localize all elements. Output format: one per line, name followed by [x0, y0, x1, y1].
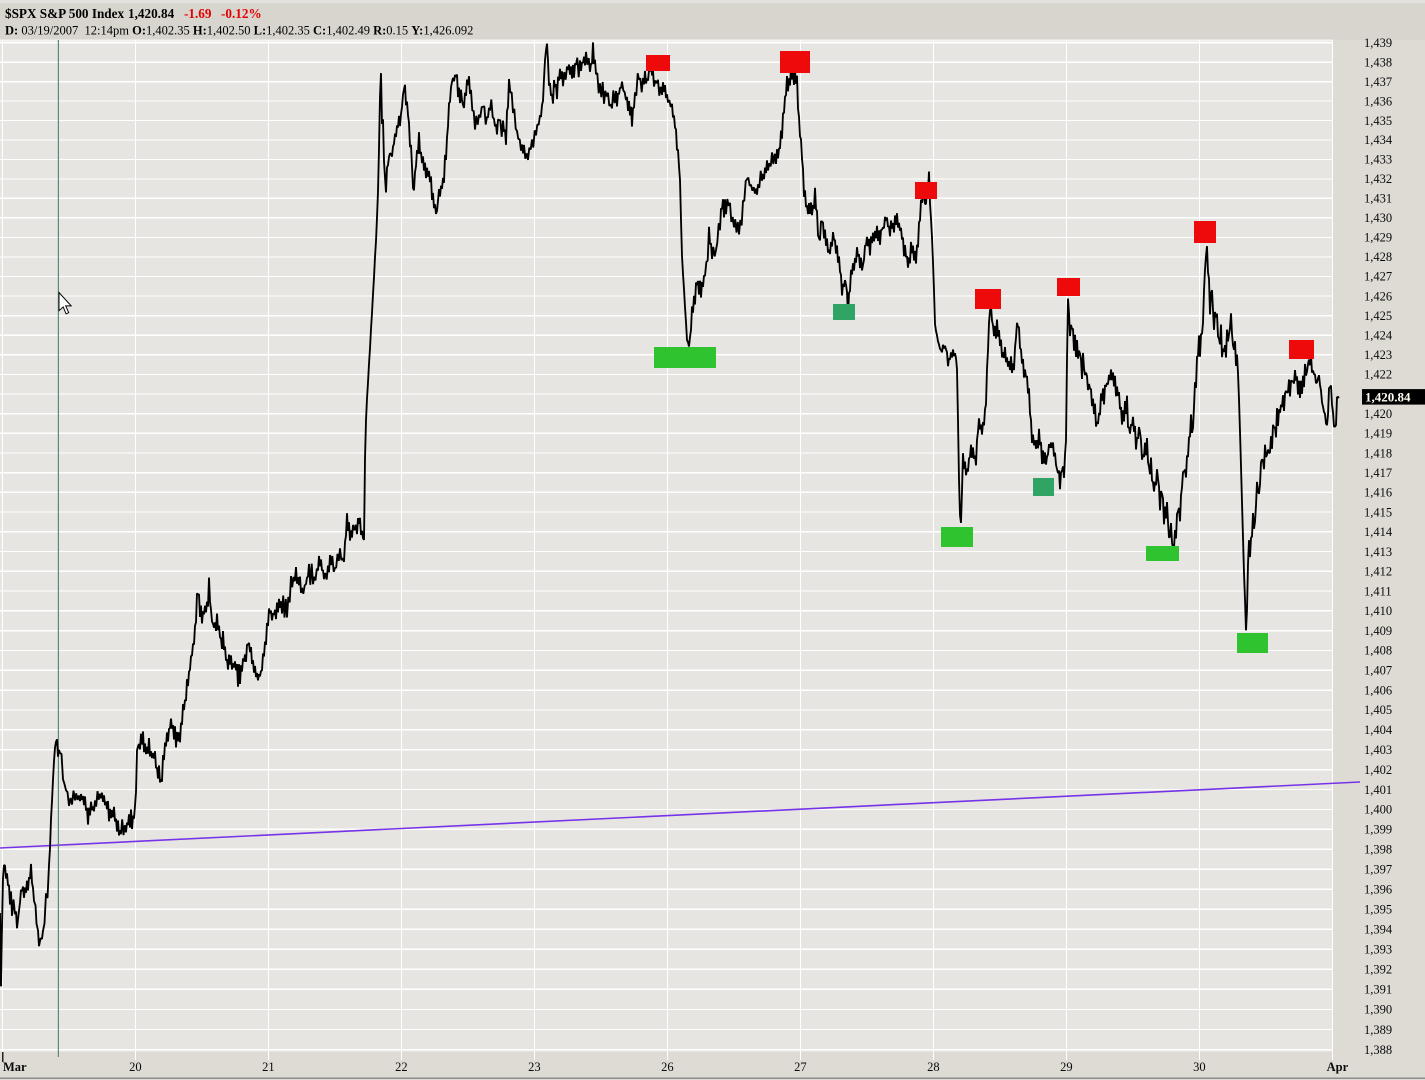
- svg-text:1,422: 1,422: [1364, 368, 1392, 382]
- svg-text:$SPX S&P 500 Index: $SPX S&P 500 Index: [5, 6, 124, 21]
- svg-text:1,416: 1,416: [1364, 486, 1392, 500]
- svg-text:1,420.84: 1,420.84: [1365, 390, 1411, 405]
- svg-text:1,415: 1,415: [1364, 505, 1392, 519]
- svg-text:22: 22: [395, 1060, 408, 1074]
- svg-text:1,432: 1,432: [1364, 172, 1392, 186]
- svg-text:1,409: 1,409: [1364, 624, 1392, 638]
- svg-text:1,420.84: 1,420.84: [128, 6, 175, 21]
- svg-text:1,414: 1,414: [1364, 525, 1393, 539]
- svg-text:1,400: 1,400: [1364, 803, 1392, 817]
- svg-text:29: 29: [1060, 1060, 1073, 1074]
- svg-text:1,397: 1,397: [1364, 863, 1392, 877]
- svg-text:1,437: 1,437: [1364, 75, 1392, 89]
- svg-text:1,425: 1,425: [1364, 309, 1392, 323]
- svg-text:1,426: 1,426: [1364, 289, 1392, 303]
- svg-text:1,419: 1,419: [1364, 427, 1392, 441]
- svg-text:-1.69: -1.69: [184, 6, 212, 21]
- svg-text:1,398: 1,398: [1364, 843, 1392, 857]
- svg-text:1,427: 1,427: [1364, 270, 1392, 284]
- svg-text:1,389: 1,389: [1364, 1023, 1392, 1037]
- svg-text:1,402: 1,402: [1364, 763, 1392, 777]
- svg-text:1,418: 1,418: [1364, 446, 1392, 460]
- svg-text:Mar: Mar: [3, 1060, 27, 1074]
- svg-text:28: 28: [927, 1060, 940, 1074]
- svg-text:1,403: 1,403: [1364, 743, 1392, 757]
- svg-text:23: 23: [528, 1060, 541, 1074]
- svg-text:1,430: 1,430: [1364, 211, 1392, 225]
- svg-text:1,391: 1,391: [1364, 983, 1392, 997]
- svg-text:1,406: 1,406: [1364, 683, 1392, 697]
- svg-text:27: 27: [794, 1060, 807, 1074]
- svg-text:1,424: 1,424: [1364, 329, 1393, 343]
- svg-text:1,393: 1,393: [1364, 943, 1392, 957]
- svg-text:1,438: 1,438: [1364, 56, 1392, 70]
- svg-text:1,417: 1,417: [1364, 466, 1392, 480]
- svg-text:20: 20: [129, 1060, 142, 1074]
- svg-text:1,436: 1,436: [1364, 94, 1392, 108]
- svg-text:1,412: 1,412: [1364, 565, 1392, 579]
- svg-text:1,431: 1,431: [1364, 192, 1392, 206]
- svg-text:1,439: 1,439: [1364, 36, 1392, 50]
- svg-text:1,410: 1,410: [1364, 604, 1392, 618]
- svg-text:1,405: 1,405: [1364, 703, 1392, 717]
- svg-text:1,408: 1,408: [1364, 644, 1392, 658]
- svg-text:1,411: 1,411: [1364, 584, 1392, 598]
- svg-text:1,434: 1,434: [1364, 133, 1393, 147]
- svg-text:21: 21: [262, 1060, 275, 1074]
- svg-text:Apr: Apr: [1327, 1060, 1349, 1074]
- svg-text:1,428: 1,428: [1364, 250, 1392, 264]
- svg-text:1,399: 1,399: [1364, 823, 1392, 837]
- svg-text:1,401: 1,401: [1364, 783, 1392, 797]
- svg-text:1,395: 1,395: [1364, 903, 1392, 917]
- svg-text:1,413: 1,413: [1364, 545, 1392, 559]
- svg-text:1,435: 1,435: [1364, 114, 1392, 128]
- svg-text:1,390: 1,390: [1364, 1003, 1392, 1017]
- svg-text:1,396: 1,396: [1364, 883, 1392, 897]
- svg-text:1,392: 1,392: [1364, 963, 1392, 977]
- svg-text:1,433: 1,433: [1364, 153, 1392, 167]
- svg-text:1,420: 1,420: [1364, 407, 1392, 421]
- svg-text:D: 03/19/2007 12:14pm O:1,402: D: 03/19/2007 12:14pm O:1,402.35 H:1,402…: [5, 24, 473, 38]
- svg-text:26: 26: [661, 1060, 674, 1074]
- svg-text:1,388: 1,388: [1364, 1043, 1392, 1057]
- svg-text:30: 30: [1193, 1060, 1206, 1074]
- svg-text:1,404: 1,404: [1364, 723, 1393, 737]
- svg-text:-0.12%: -0.12%: [221, 6, 262, 21]
- svg-text:1,429: 1,429: [1364, 231, 1392, 245]
- svg-text:1,407: 1,407: [1364, 664, 1392, 678]
- svg-text:1,423: 1,423: [1364, 348, 1392, 362]
- svg-text:1,394: 1,394: [1364, 923, 1393, 937]
